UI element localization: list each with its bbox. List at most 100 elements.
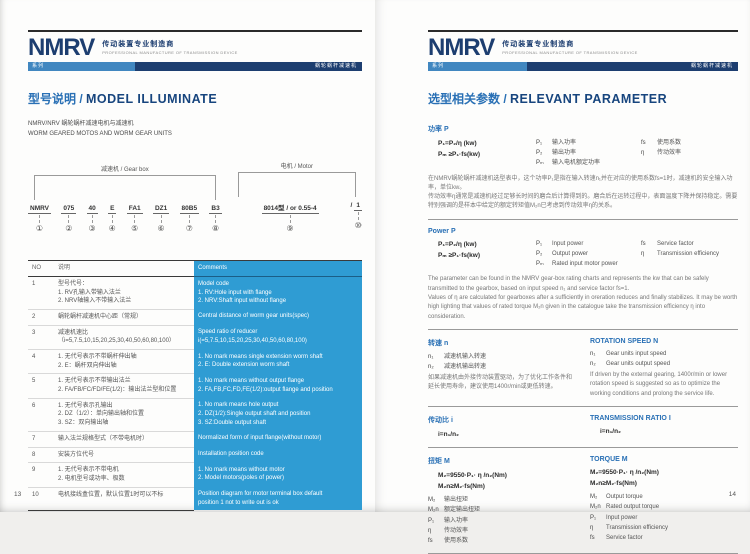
definition: η Transmission efficiency [641, 250, 720, 257]
definition: P₁ 输入功率 [536, 140, 577, 146]
table-row: 2 蜗轮蜗杆减速机中心距（常规） Central distance of worm … [28, 309, 362, 326]
code-index: ⑥ [157, 224, 165, 234]
code-value: 1 [354, 202, 362, 212]
definition: P₁ 输入功率 [428, 517, 469, 524]
table-header-row: NO 说明 Comments [28, 260, 362, 277]
cell-no: 10 [28, 487, 54, 511]
code-tick [215, 215, 217, 224]
table-row: 7 输入法兰规格型式（不带电机时） Normalized form of input… [28, 431, 362, 448]
code-tick [39, 215, 41, 224]
code-value: E [108, 205, 117, 215]
brand-tagline: 传动装置专业制造商 PROFESSIONAL MANUFACTURE OF TR… [502, 36, 637, 55]
page-number-right: 14 [728, 491, 736, 498]
product-category-label: 蜗轮蜗杆减速机 [134, 62, 362, 71]
section-heading: 功率 P [428, 126, 449, 133]
gearbox-group-label: 减速机 / Gear box [101, 167, 149, 174]
code-item: 80B5 ⑦ [179, 205, 200, 234]
formula: i=n₁/n₂ [438, 431, 459, 439]
cell-desc: 安装方位代号 [54, 447, 194, 464]
model-code-table: NO 说明 Comments 1 型号代号： 1. RV孔输入带输入法兰 2. N… [28, 260, 362, 511]
page-left: NMRV 传动装置专业制造商 PROFESSIONAL MANUFACTURE … [0, 0, 375, 512]
motor-bracket [237, 172, 356, 198]
section-paragraph: If driven by the external gearing, 1400r… [590, 372, 728, 397]
definition: Pₘ Rated input motor power [536, 261, 618, 268]
code-index: ② [65, 224, 73, 234]
torque-en: TORQUE M M₂=9550·P₁· η /n₂(Nm) M₂n≥M₂·fs… [590, 456, 738, 546]
code-item: B3 ⑧ [209, 205, 222, 234]
code-tick [134, 215, 136, 224]
code-value: B3 [209, 205, 222, 215]
cell-comment: 1. No mark means without output flange 2… [194, 373, 362, 399]
section-power-cn: 功率 P P₁=P₂/η (kw) Pₘ ≥P₁·fs(kw) P₁ 输入功率 P… [428, 116, 738, 220]
cell-comment: Normalized form of input flange(without … [194, 431, 362, 447]
section-ratio: 传动比 i i=n₁/n₂ TRANSMISSION RATIO I i=n₁/… [428, 407, 738, 449]
code-item: / [349, 202, 355, 234]
cell-comment: Position diagram for motor terminal box … [194, 487, 362, 511]
definition: n₁ 减速机输入转速 [428, 353, 487, 360]
code-item: FA1 ⑤ [126, 205, 143, 234]
gearbox-bracket [34, 175, 216, 201]
code-tick [289, 215, 291, 224]
definition: fs 使用系数 [641, 140, 682, 146]
section-heading: TRANSMISSION RATIO I [590, 415, 671, 423]
code-tick [91, 215, 93, 224]
definition: η Transmission efficiency [590, 524, 669, 531]
speed-en: ROTATION SPEED N n₁ Gear units input spee… [590, 338, 738, 399]
table-row: 10 电机接线盒位置，默认位置1时可以不标 Position diagram for… [28, 487, 362, 511]
brand-logo: NMRV [428, 34, 495, 61]
cell-no: 2 [28, 309, 54, 326]
definition: fs 使用系数 [428, 537, 469, 544]
brand-logo: NMRV [28, 34, 95, 61]
cell-desc: 1. 无代号表示孔输出 2. DZ（1/2）：单向输出轴和位置 3. SZ：双向… [54, 398, 194, 432]
code-value: 8014型 / or 0.55-4 [261, 202, 319, 215]
table-row: 3 减速机速比 （i=5,7.5,10,15,20,25,30,40,50,60,… [28, 325, 362, 351]
col-header-no: NO [28, 260, 54, 277]
formula: P₁=P₂/η (kw) [438, 140, 477, 147]
code-tick [68, 215, 70, 224]
section-paragraph: 如果减速机由外接传动装置驱动，为了优化工作条件和延长使用寿命，建议使用1400r… [428, 375, 573, 391]
code-index: ③ [88, 224, 96, 234]
section-torque: 扭矩 M M₂=9550·P₁· η /n₂(Nm) M₂n≥M₂·fs(Nm)… [428, 448, 738, 554]
code-value: NMRV [28, 205, 52, 215]
series-label: 系列 [28, 62, 135, 71]
formula: M₂=9550·P₁· η /n₂(Nm) [438, 472, 507, 480]
speed-cn: 转速 n n₁ 减速机输入转速 n₂ 减速机输出转速 如果减速机由外接传动装置驱动，… [428, 338, 576, 399]
code-tick [357, 212, 359, 221]
cell-no: 7 [28, 431, 54, 448]
definition: P₁ Input power [590, 514, 638, 521]
section-power-en: Power P P₁=P₂/η (kw) Pₘ ≥P₁·fs(kw) P₁ Inp… [428, 220, 738, 330]
formula: M₂=9550·P₁· η /n₂(Nm) [590, 469, 659, 477]
cell-comment: 1. No mark means single extension worm s… [194, 349, 362, 374]
cell-no: 1 [28, 276, 54, 310]
page-right: NMRV 传动装置专业制造商 PROFESSIONAL MANUFACTURE … [375, 0, 750, 554]
tagline-en: PROFESSIONAL MANUFACTURE OF TRANSMISSION… [502, 50, 638, 55]
section-speed: 转速 n n₁ 减速机输入转速 n₂ 减速机输出转速 如果减速机由外接传动装置驱动，… [428, 330, 738, 408]
definition: M₂n Rated output torque [590, 504, 660, 511]
tagline-cn: 传动装置专业制造商 [102, 41, 175, 48]
formula: M₂n≥M₂·fs(Nm) [438, 483, 485, 491]
definition: M₂n 额定输出扭矩 [428, 507, 481, 514]
cell-desc: 1. 无代号表示不带电机 2. 电机型号或功率、极数 [54, 462, 194, 488]
series-label: 系列 [428, 62, 528, 71]
code-index: ⑩ [354, 221, 362, 231]
definition: n₂ Gear units output speed [590, 360, 671, 367]
code-tick [160, 215, 162, 224]
cell-no: 8 [28, 447, 54, 464]
cell-comment: 1. No mark means without motor 2. Model … [194, 462, 362, 488]
cell-comment: Central distance of worm gear units(spec… [194, 309, 362, 326]
page-subtitle: NMRV/NRV 蜗轮蜗杆减速电机与减速机 WORM GEARED MOTOS … [28, 120, 362, 139]
table-row: 1 型号代号： 1. RV孔输入带输入法兰 2. NRV轴输入不带输入法兰 Mode… [28, 276, 362, 310]
definition: n₁ Gear units input speed [590, 350, 667, 357]
tagline-cn: 传动装置专业制造商 [502, 41, 575, 48]
code-index: ④ [108, 224, 116, 234]
cell-no: 4 [28, 349, 54, 375]
section-heading: Power P [428, 227, 456, 235]
section-paragraph: 在NMRV蜗轮蜗杆减速机选型表中，这个功率P₁是指在输入转速n₁并在对应的使用系… [428, 175, 738, 210]
code-value: 80B5 [179, 205, 200, 215]
col-header-comments: Comments [194, 260, 362, 277]
definition: P₁ Input power [536, 240, 584, 247]
